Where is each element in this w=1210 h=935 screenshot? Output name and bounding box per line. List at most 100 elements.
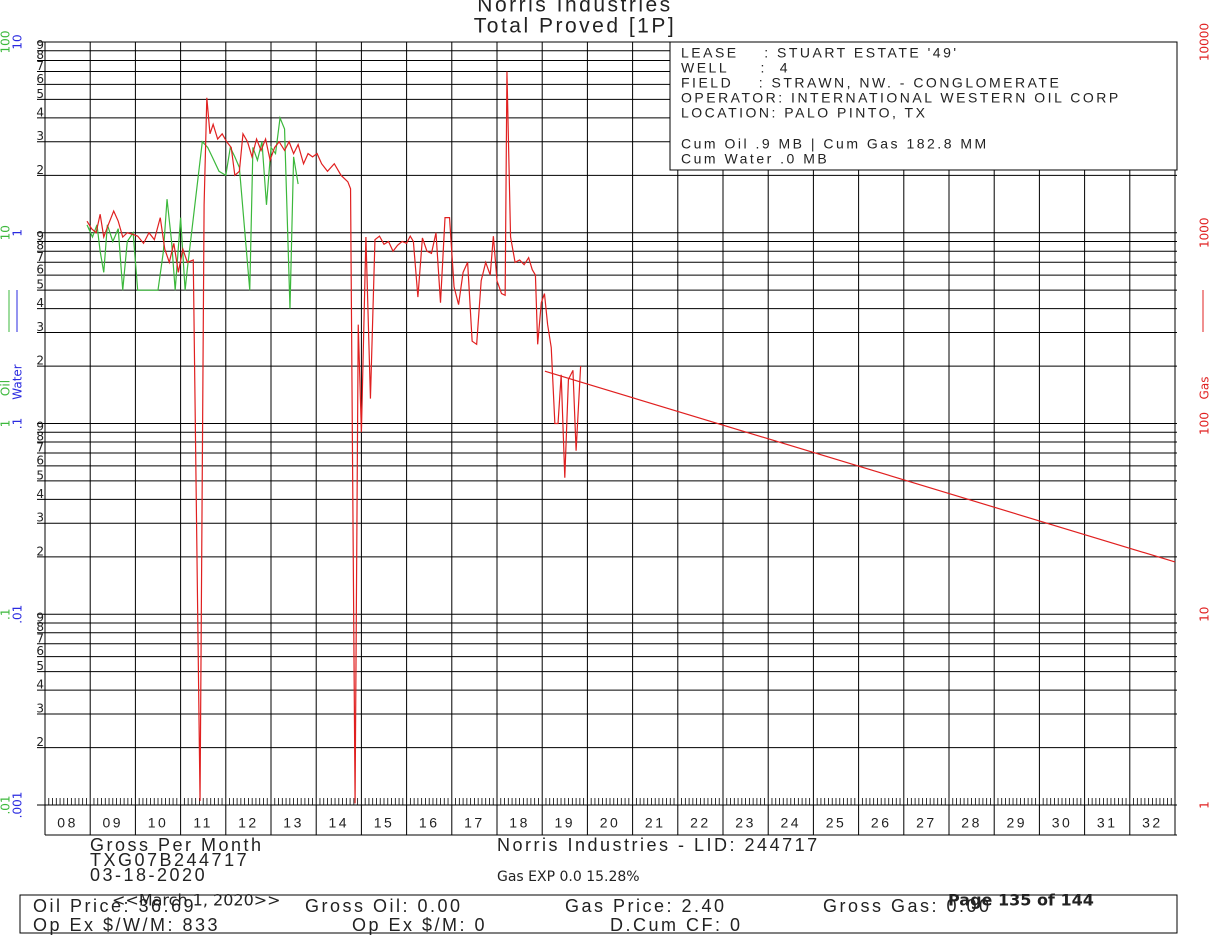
- x-tick-label: 25: [826, 815, 847, 831]
- minor-tick-label: 6: [36, 263, 44, 277]
- water-tick-label: 10: [11, 34, 25, 49]
- x-tick-label: 15: [374, 815, 395, 831]
- x-tick-label: 26: [871, 815, 892, 831]
- x-tick-label: 22: [690, 815, 711, 831]
- oil-tick-label: 1: [0, 420, 13, 428]
- y2-tick-label: 1000: [1198, 217, 1210, 248]
- x-tick-label: 27: [916, 815, 937, 831]
- chart-title: Norris Industries: [477, 0, 672, 17]
- footer-date: 03-18-2020: [90, 865, 207, 885]
- water-axis-label: Water: [11, 364, 25, 400]
- footer-basis: Gross Per Month: [90, 835, 264, 855]
- y2-tick-label: 10000: [1198, 23, 1210, 61]
- info-line: LEASE : STUART ESTATE '49': [681, 45, 959, 61]
- oil-price: Oil Price: 36.69: [33, 896, 196, 916]
- minor-tick-label: 8: [36, 620, 44, 634]
- x-tick-label: 14: [329, 815, 350, 831]
- x-tick-label: 08: [57, 815, 78, 831]
- water-tick-label: .001: [11, 792, 25, 819]
- x-tick-label: 12: [238, 815, 259, 831]
- minor-tick-label: 5: [36, 468, 44, 482]
- oil-tick-label: .01: [0, 795, 13, 814]
- minor-tick-label: 9: [36, 38, 44, 52]
- minor-tick-label: 8: [36, 239, 44, 253]
- plot-lines: [86, 71, 1176, 804]
- minor-tick-label: 4: [36, 678, 44, 692]
- minor-tick-label: 9: [36, 229, 44, 243]
- x-tick-label: 10: [148, 815, 169, 831]
- minor-tick-label: 3: [36, 701, 44, 715]
- opex-m: Op Ex $/M: 0: [352, 915, 487, 935]
- water-tick-label: .1: [11, 418, 25, 429]
- x-tick-label: 20: [600, 815, 621, 831]
- x-tick-label: 32: [1142, 815, 1163, 831]
- oil-tick-label: .1: [0, 609, 13, 620]
- x-tick-label: 11: [193, 815, 213, 831]
- gross-gas: Gross Gas: 0.00: [823, 896, 992, 916]
- info-line: LOCATION: PALO PINTO, TX: [681, 105, 927, 121]
- minor-tick-label: 4: [36, 487, 44, 501]
- minor-tick-label: 5: [36, 278, 44, 292]
- footer-box: [19, 894, 1178, 934]
- oil-tick-label: 10: [0, 225, 13, 240]
- minor-tick-label: 2: [36, 163, 44, 177]
- x-tick-label: 17: [464, 815, 485, 831]
- y2-tick-label: 10: [1198, 607, 1210, 622]
- minor-tick-label: 5: [36, 87, 44, 101]
- series-line: [86, 115, 299, 309]
- info-line: OPERATOR: INTERNATIONAL WESTERN OIL CORP: [681, 90, 1121, 106]
- x-tick-label: 13: [283, 815, 304, 831]
- x-tick-label: 09: [103, 815, 124, 831]
- minor-tick-label: 5: [36, 659, 44, 673]
- x-tick-label: 18: [509, 815, 530, 831]
- minor-tick-label: 2: [36, 735, 44, 749]
- x-tick-label: 24: [781, 815, 802, 831]
- dcum-cf: D.Cum CF: 0: [610, 915, 743, 935]
- x-tick-label: 31: [1097, 815, 1118, 831]
- x-tick-label: 21: [645, 815, 666, 831]
- series-line: [544, 370, 1176, 563]
- footer-gas-exp: Gas EXP 0.0 15.28%: [497, 869, 640, 885]
- minor-tick-label: 6: [36, 453, 44, 467]
- minor-tick-label: 3: [36, 320, 44, 334]
- page-number: Page 135 of 144: [948, 891, 1094, 910]
- info-line: WELL : 4: [681, 60, 790, 76]
- minor-tick-label: 7: [36, 59, 44, 73]
- gas-price: Gas Price: 2.40: [565, 896, 727, 916]
- info-box: [669, 41, 1178, 171]
- water-tick-label: .01: [11, 605, 25, 624]
- minor-tick-label: 9: [36, 610, 44, 624]
- series-line: [86, 71, 582, 804]
- footer-company: Norris Industries - LID: 244717: [497, 835, 820, 855]
- minor-tick-label: 6: [36, 72, 44, 86]
- x-tick-label: 16: [419, 815, 440, 831]
- gross-oil: Gross Oil: 0.00: [305, 896, 463, 916]
- minor-tick-label: 7: [36, 250, 44, 264]
- chart-subtitle: Total Proved [1P]: [474, 15, 676, 38]
- minor-tick-label: 2: [36, 544, 44, 558]
- minor-tick-label: 8: [36, 48, 44, 62]
- oil-tick-label: 100: [0, 31, 13, 54]
- y2-tick-label: 100: [1198, 412, 1210, 435]
- gas-axis-label: Gas: [1198, 377, 1210, 400]
- y2-tick-label: 1: [1198, 801, 1210, 809]
- minor-tick-label: 3: [36, 511, 44, 525]
- info-line: Cum Water .0 MB: [681, 151, 829, 167]
- minor-tick-label: 3: [36, 129, 44, 143]
- x-tick-label: 28: [961, 815, 982, 831]
- minor-tick-label: 6: [36, 644, 44, 658]
- oil-axis-label: Oil: [0, 380, 13, 396]
- x-tick-label: 23: [735, 815, 756, 831]
- x-tick-label: 30: [1052, 815, 1073, 831]
- minor-tick-label: 7: [36, 631, 44, 645]
- water-tick-label: 1: [11, 229, 25, 237]
- x-tick-label: 19: [555, 815, 576, 831]
- footer-well-id: TXG07B244717: [90, 850, 249, 870]
- minor-tick-label: 8: [36, 429, 44, 443]
- info-text: LEASE : STUART ESTATE '49'WELL : 4FIELD …: [681, 45, 1121, 167]
- minor-tick-label: 4: [36, 296, 44, 310]
- x-tick-label: 29: [1007, 815, 1028, 831]
- minor-tick-label: 7: [36, 441, 44, 455]
- opex-wm: Op Ex $/W/M: 833: [33, 915, 220, 935]
